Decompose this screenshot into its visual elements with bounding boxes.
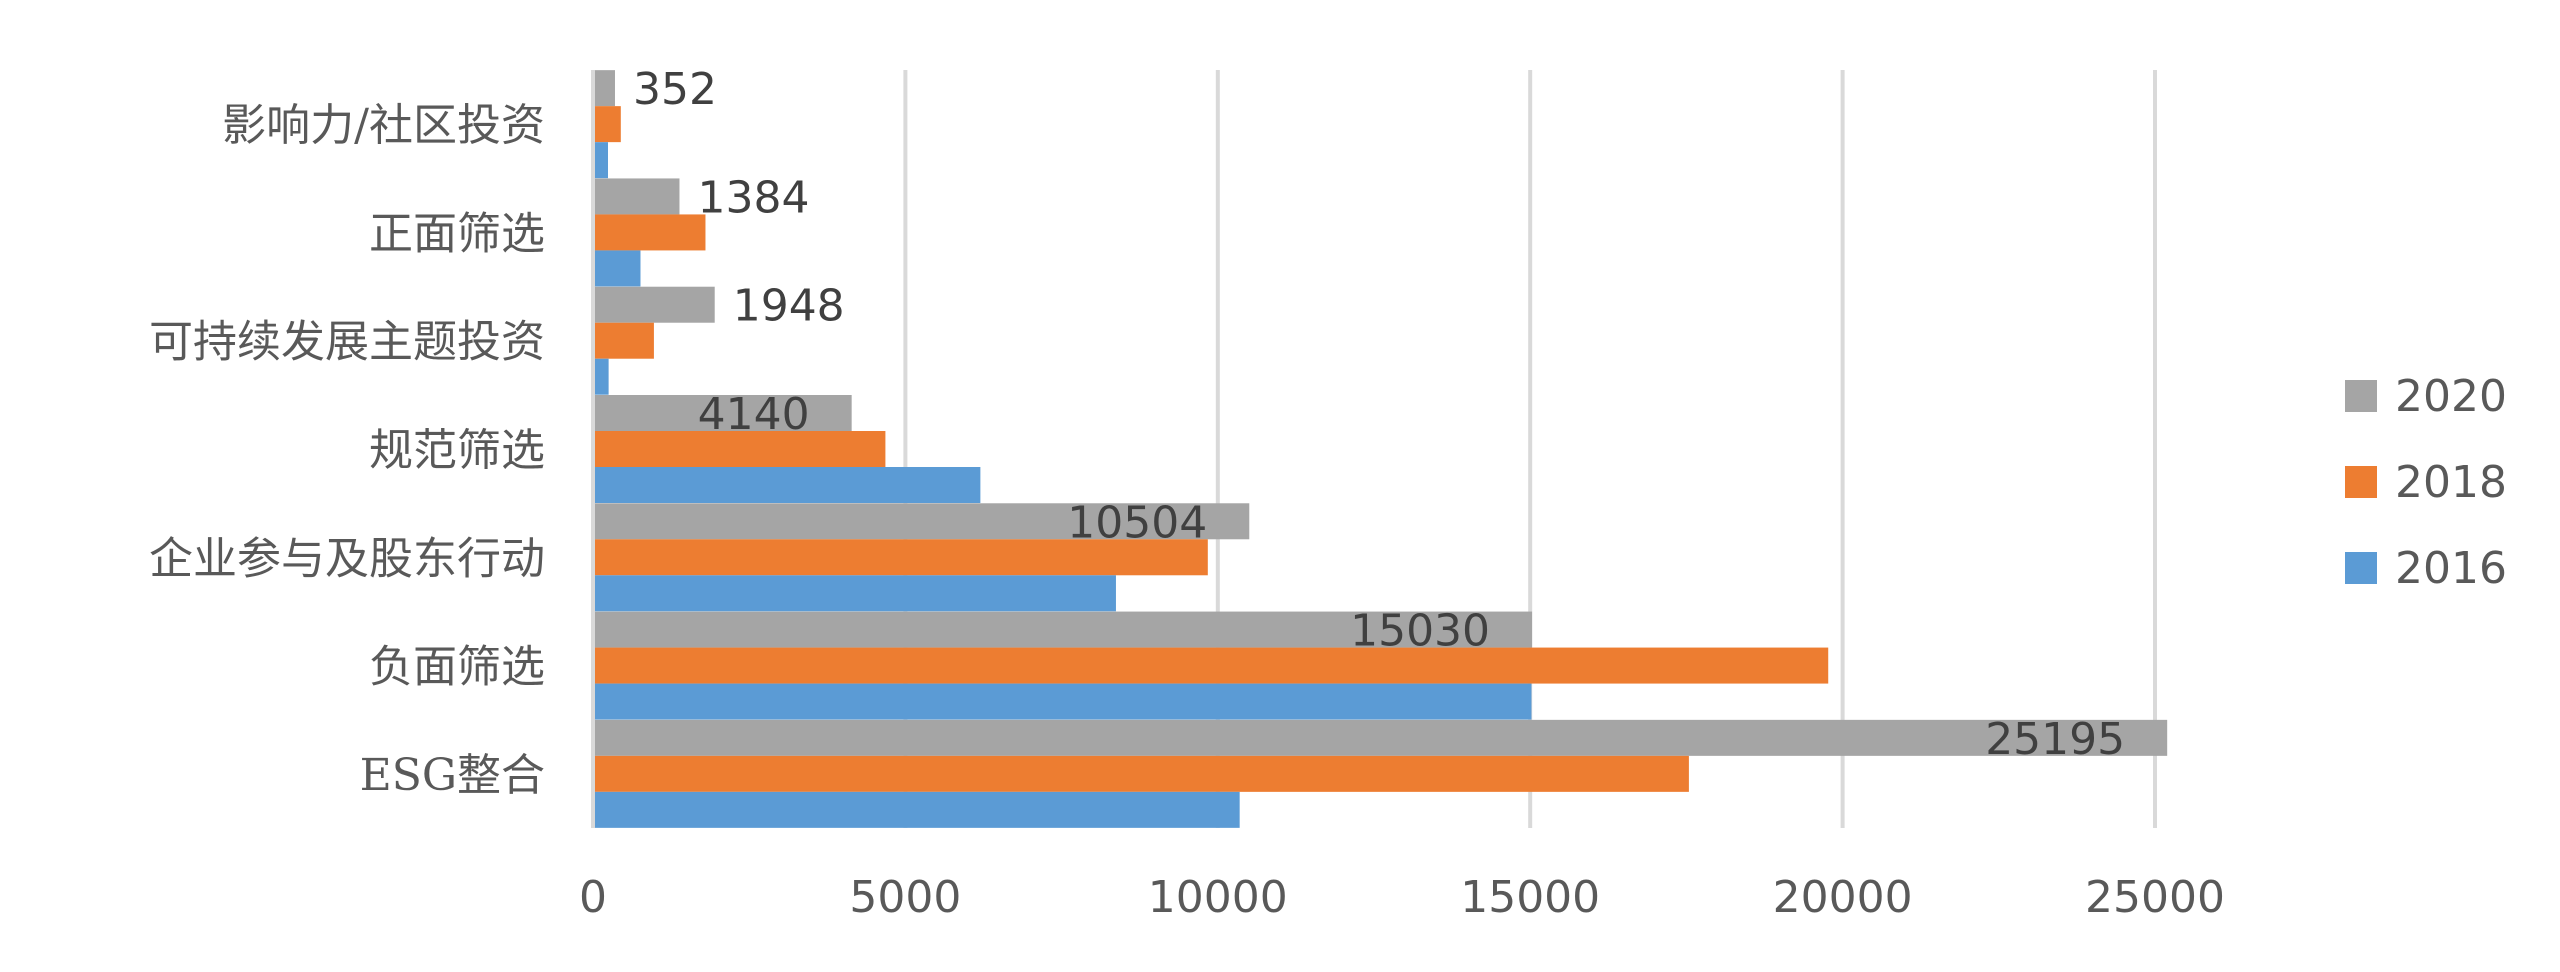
legend-label: 2018 [2395,457,2507,508]
bar-2016 [595,142,608,179]
bar-2016 [595,683,1532,720]
bar-2016 [595,358,609,395]
category-label: 影响力/社区投资 [222,100,545,151]
category-label: 可持续发展主题投资 [149,317,545,368]
bar-2016 [595,575,1116,612]
data-label: 10504 [1067,497,1207,548]
x-tick-label: 15000 [1460,872,1600,923]
bar-2018 [595,322,654,359]
legend: 2020 2018 2016 [2345,371,2507,594]
bar-2020 [595,286,715,323]
bar-2018 [595,214,706,251]
bar-2018 [595,755,1689,792]
bar-2018 [595,106,621,143]
bar-2020 [595,503,1250,540]
x-tick-label: 10000 [1148,872,1288,923]
bar-2016 [595,250,641,287]
legend-swatch [2345,466,2377,498]
data-label: 1948 [733,281,845,332]
bar-2018 [595,647,1829,684]
x-tick-label: 5000 [849,872,961,923]
axes: 0 5000 10000 15000 20000 25000 [579,70,2225,923]
bar-2018 [595,539,1208,576]
legend-label: 2020 [2395,371,2507,422]
data-label: 15030 [1350,606,1490,657]
bar-2020 [595,611,1533,648]
bar-2020 [595,395,852,431]
data-label: 352 [633,64,717,115]
legend-label: 2016 [2395,543,2507,594]
category-label: 负面筛选 [369,642,545,693]
category-label: ESG整合 [360,750,545,801]
category-label: 规范筛选 [369,425,545,476]
bar-2016 [595,791,1240,828]
x-tick-label: 20000 [1773,872,1913,923]
x-tick-label: 0 [579,872,607,923]
labels: 352 影响力/社区投资 1384 正面筛选 1948 可持续发展主题投资 4140 规范筛选… [149,64,2125,801]
bar-2020 [595,70,615,107]
data-label: 4140 [698,389,810,440]
bar-2020 [595,719,2168,756]
data-label: 25195 [1985,714,2125,765]
legend-swatch [2345,380,2377,412]
bar-2020 [595,178,680,215]
data-label: 1384 [697,172,809,223]
x-tick-label: 25000 [2085,872,2225,923]
legend-swatch [2345,552,2377,584]
category-label: 企业参与及股东行动 [149,533,545,584]
bar-2016 [595,467,981,503]
bar-2018 [595,431,886,467]
bars [595,70,2168,828]
category-label: 正面筛选 [369,208,545,259]
